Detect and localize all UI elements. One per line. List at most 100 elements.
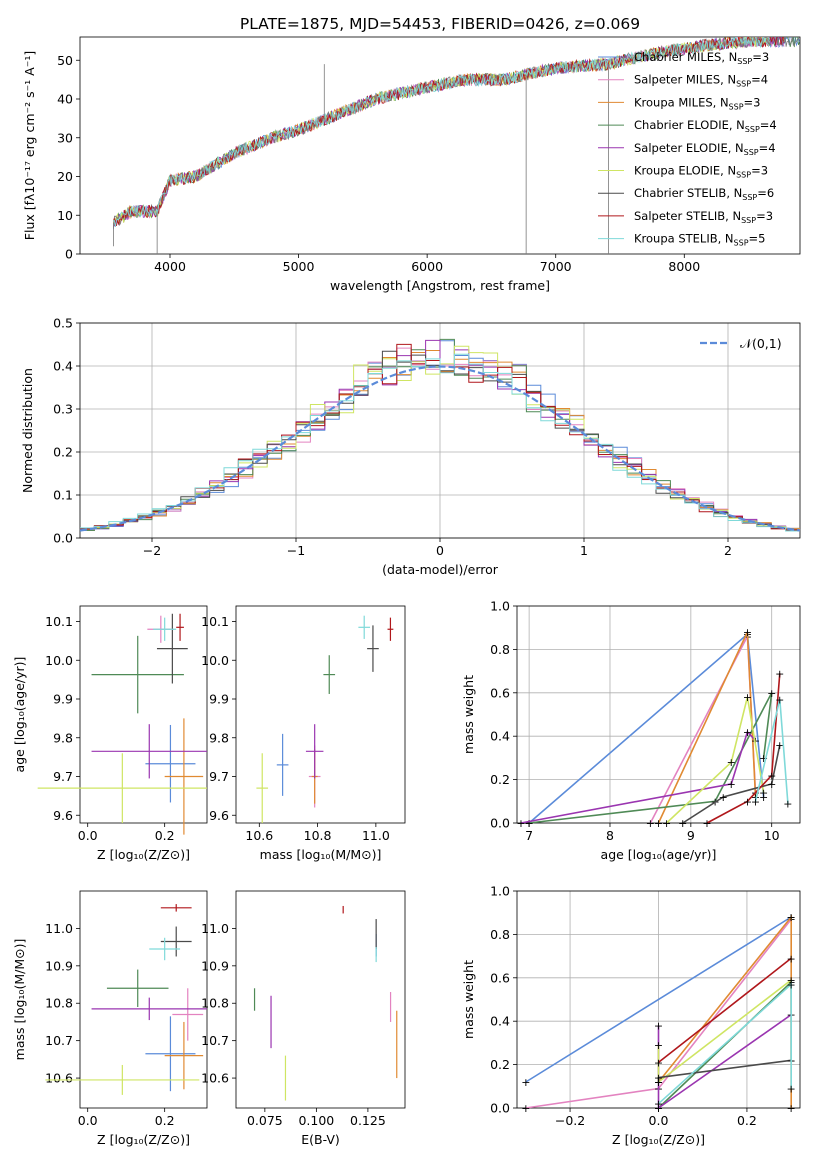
weight-age-marker: + — [759, 791, 768, 804]
weight-z-marker: + — [521, 1102, 530, 1115]
weight-age-series — [520, 730, 757, 824]
weight-z-marker: + — [787, 1102, 796, 1115]
y-tick-label: 10.1 — [45, 614, 73, 629]
weight-age-marker: + — [654, 817, 663, 830]
weight-age-marker: + — [783, 797, 792, 810]
x-tick-label: 0.0 — [649, 1113, 669, 1128]
weight-age-marker: + — [743, 795, 752, 808]
y-axis-label: age [log₁₀(age/yr)] — [12, 657, 27, 773]
y-tick-label: 9.7 — [209, 769, 229, 784]
y-tick-label: 9.9 — [53, 692, 73, 707]
weight-age-marker: + — [767, 769, 776, 782]
x-tick-label: 4000 — [154, 259, 186, 274]
weight-age-marker: + — [678, 817, 687, 830]
y-tick-label: 0 — [65, 247, 73, 262]
y-tick-label: 10.7 — [45, 1033, 73, 1048]
x-tick-label: 10.6 — [245, 828, 273, 843]
y-tick-label: 0.2 — [490, 772, 510, 787]
y-tick-label: 9.8 — [53, 730, 73, 745]
weight-z-series — [657, 979, 792, 1084]
y-tick-label: 0.4 — [490, 729, 510, 744]
weight-z-marker: + — [654, 1056, 663, 1069]
x-tick-label: 10 — [764, 828, 780, 843]
y-tick-label: 9.7 — [53, 769, 73, 784]
panel-5-frame — [79, 890, 208, 1109]
weight-z-marker: + — [654, 1072, 663, 1085]
weight-age-marker: + — [646, 817, 655, 830]
y-tick-label: 30 — [57, 130, 73, 145]
x-tick-label: 0 — [436, 543, 444, 558]
y-tick-label: 9.6 — [53, 808, 73, 823]
y-tick-label: 0.2 — [53, 445, 73, 460]
weight-z-series — [658, 957, 792, 1064]
figure-title: PLATE=1875, MJD=54453, FIBERID=0426, z=0… — [240, 15, 640, 33]
legend-entry: Chabrier ELODIE, NSSP=4 — [634, 118, 777, 134]
weight-age-marker: + — [743, 626, 752, 639]
weight-z-marker: + — [787, 976, 796, 989]
x-tick-label: 7000 — [540, 259, 572, 274]
x-tick-label: −2 — [143, 543, 161, 558]
weight-z-marker: + — [787, 911, 796, 924]
y-tick-label: 0.1 — [53, 488, 73, 503]
x-axis-label: (data-model)/error — [382, 562, 499, 577]
panel-1-frame — [79, 322, 801, 539]
weight-age-marker: + — [662, 817, 671, 830]
y-tick-label: 40 — [57, 92, 73, 107]
weight-age-marker: + — [759, 787, 768, 800]
panel-0-frame — [79, 36, 801, 255]
weight-age-marker: + — [767, 778, 776, 791]
weight-age-marker: + — [727, 778, 736, 791]
histogram-series — [80, 339, 800, 530]
weight-age-marker: + — [775, 739, 784, 752]
x-tick-label: 7 — [525, 828, 533, 843]
y-tick-label: 10.0 — [201, 653, 229, 668]
weight-age-series — [682, 744, 781, 824]
weight-z-series — [657, 1059, 792, 1082]
x-axis-label: E(B-V) — [301, 1132, 340, 1147]
weight-age-marker: + — [759, 752, 768, 765]
legend-entry: 𝒩(0,1) — [740, 336, 782, 351]
y-tick-label: 9.9 — [209, 692, 229, 707]
y-tick-label: 0.5 — [53, 316, 73, 331]
y-tick-label: 0.8 — [490, 927, 510, 942]
legend-entry: Salpeter MILES, NSSP=4 — [634, 73, 768, 89]
weight-z-marker: + — [787, 1082, 796, 1095]
x-tick-label: 0.075 — [247, 1113, 283, 1128]
weight-age-marker: + — [743, 726, 752, 739]
panel-6-frame — [235, 890, 406, 1109]
x-axis-label: mass [log₁₀(M/M⊙)] — [260, 847, 382, 862]
y-tick-label: 9.6 — [209, 808, 229, 823]
x-tick-label: 0.0 — [78, 1113, 98, 1128]
panel-2-frame — [79, 605, 208, 824]
weight-age-marker: + — [525, 817, 534, 830]
weight-age-marker: + — [702, 817, 711, 830]
y-axis-label: mass weight — [461, 675, 476, 754]
y-tick-label: 0.4 — [53, 359, 73, 374]
weight-age-series — [706, 673, 781, 824]
weight-z-marker: + — [787, 952, 796, 965]
weight-age-series — [666, 696, 765, 824]
y-tick-label: 0.6 — [490, 685, 510, 700]
y-tick-label: 0.6 — [490, 970, 510, 985]
legend-entry: Kroupa MILES, NSSP=3 — [634, 95, 760, 111]
y-tick-label: 0.0 — [53, 531, 73, 546]
y-tick-label: 0.2 — [490, 1057, 510, 1072]
y-tick-label: 10.6 — [201, 1071, 229, 1086]
y-tick-label: 10.6 — [45, 1071, 73, 1086]
weight-age-marker: + — [775, 693, 784, 706]
weight-age-series — [528, 632, 765, 824]
y-tick-label: 10.1 — [201, 614, 229, 629]
weight-age-marker: + — [516, 817, 525, 830]
x-tick-label: 0.2 — [737, 1113, 757, 1128]
y-tick-label: 10.7 — [201, 1033, 229, 1048]
weight-z-marker: + — [654, 1039, 663, 1052]
x-axis-label: wavelength [Angstrom, rest frame] — [330, 278, 550, 293]
spectrum-series-line — [113, 37, 769, 227]
y-axis-label: Normed distribution — [20, 368, 35, 493]
y-axis-label: Flux [fλ10⁻¹⁷ erg cm⁻² s⁻¹ A⁻¹] — [22, 51, 37, 240]
x-tick-label: 2 — [724, 543, 732, 558]
y-axis-label: mass weight — [461, 960, 476, 1039]
weight-z-marker: + — [654, 1076, 663, 1089]
weight-age-marker: + — [525, 817, 534, 830]
x-tick-label: 8000 — [668, 259, 700, 274]
